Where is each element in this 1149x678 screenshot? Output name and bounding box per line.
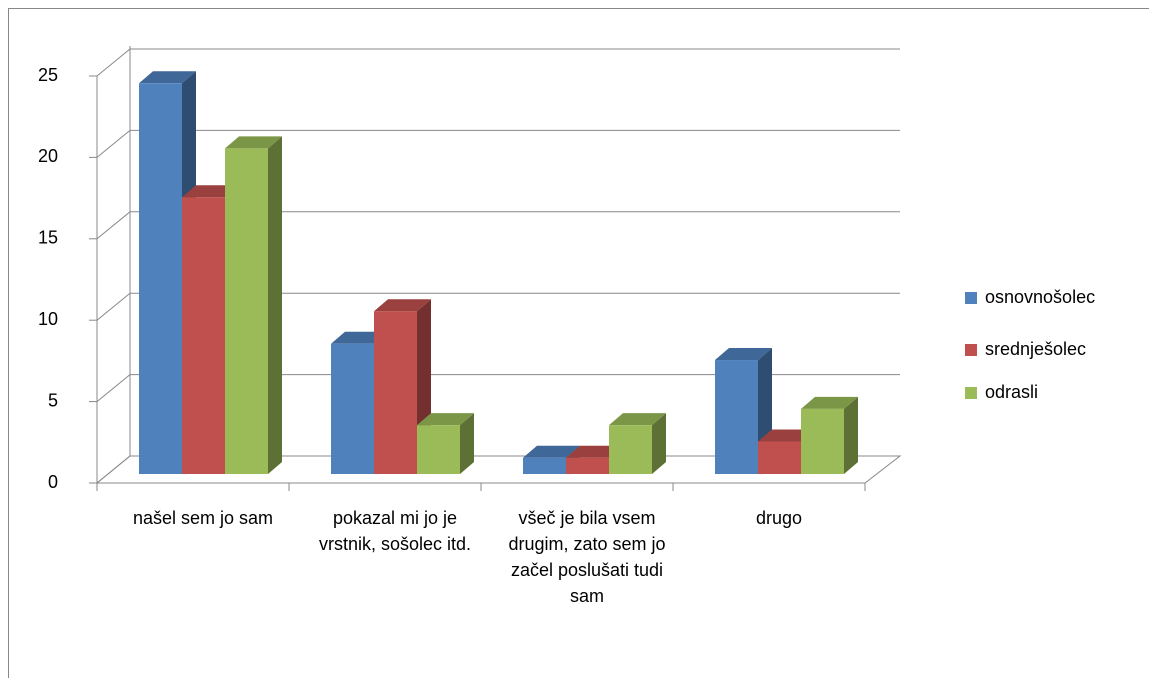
bar-side	[652, 413, 666, 474]
x-tick-label: všeč je bila vsem drugim, zato sem jo za…	[508, 508, 666, 606]
bar-front	[417, 425, 460, 474]
bar-top	[374, 299, 431, 312]
wall-edge	[96, 211, 131, 240]
bar-top	[609, 413, 666, 426]
bar-front	[139, 83, 182, 474]
x-tick-label: drugo	[755, 508, 803, 528]
bar	[609, 413, 666, 474]
bar-front	[182, 197, 225, 475]
wall-edge	[96, 48, 131, 77]
legend-label: osnovnošolec	[985, 287, 1095, 307]
bar-top	[139, 71, 196, 84]
bar	[225, 136, 282, 474]
legend-label: odrasli	[985, 382, 1038, 402]
bar-front	[523, 457, 566, 474]
bar-side	[268, 136, 282, 474]
bar-front	[609, 425, 652, 474]
bar-top	[225, 136, 282, 149]
legend-swatch	[965, 387, 977, 399]
bar-side	[844, 396, 858, 474]
bar-front	[374, 311, 417, 474]
x-tick-label: pokazal mi jo je vrstnik, sošolec itd.	[318, 508, 472, 554]
x-tick-label: našel sem jo sam	[132, 508, 274, 528]
bar-front	[715, 360, 758, 474]
bar	[139, 71, 196, 474]
y-tick-label: 5	[48, 390, 58, 410]
bar-front	[225, 148, 268, 474]
bar-top	[801, 396, 858, 409]
bar-top	[566, 445, 623, 458]
bar	[417, 413, 474, 474]
bar-top	[715, 348, 772, 361]
wall-edge	[96, 455, 131, 484]
y-tick-label: 0	[48, 472, 58, 492]
legend-swatch	[965, 344, 977, 356]
bar-top	[523, 445, 580, 458]
y-tick-label: 10	[38, 309, 58, 329]
bar-front	[801, 408, 844, 474]
bar-top	[331, 331, 388, 344]
legend-label: srednješolec	[985, 339, 1086, 359]
wall-edge	[96, 292, 131, 321]
bar-front	[566, 457, 609, 474]
bar	[801, 396, 858, 474]
y-tick-label: 20	[38, 146, 58, 166]
chart-border	[8, 8, 1149, 678]
legend-swatch	[965, 292, 977, 304]
wall-edge	[96, 374, 131, 402]
bar-top	[758, 429, 815, 442]
bar-top	[182, 185, 239, 198]
bar-front	[758, 441, 801, 474]
wall-edge	[96, 130, 131, 158]
bar-front	[331, 343, 374, 474]
y-tick-label: 15	[38, 228, 58, 248]
bar-side	[460, 413, 474, 474]
bar-top	[417, 413, 474, 426]
y-tick-label: 25	[38, 65, 58, 85]
